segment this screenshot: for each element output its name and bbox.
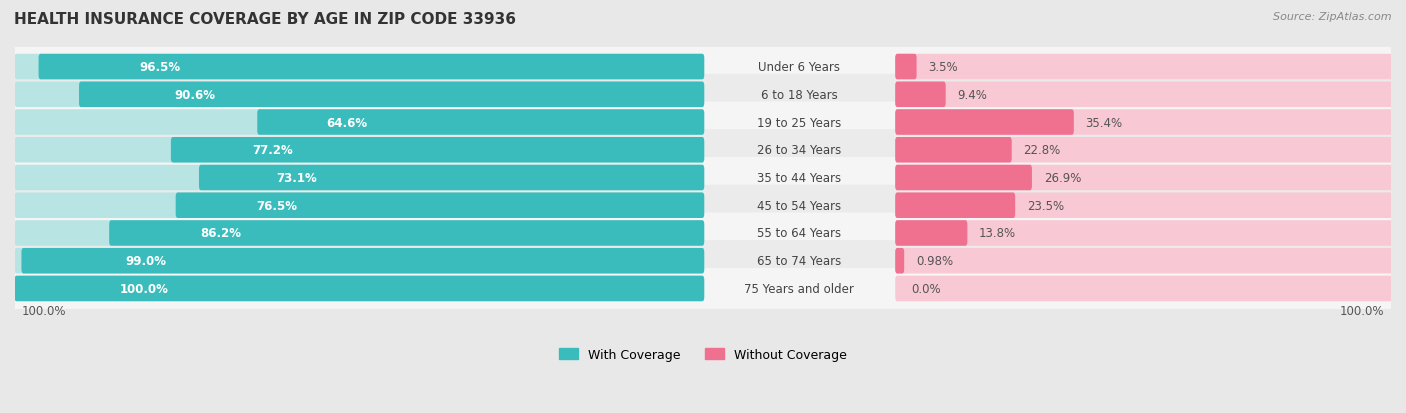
FancyBboxPatch shape	[14, 110, 704, 135]
Text: 100.0%: 100.0%	[22, 304, 66, 317]
Text: 100.0%: 100.0%	[120, 282, 169, 295]
Text: HEALTH INSURANCE COVERAGE BY AGE IN ZIP CODE 33936: HEALTH INSURANCE COVERAGE BY AGE IN ZIP …	[14, 12, 516, 27]
FancyBboxPatch shape	[14, 82, 704, 108]
FancyBboxPatch shape	[896, 138, 1012, 163]
Text: 22.8%: 22.8%	[1024, 144, 1060, 157]
Text: 77.2%: 77.2%	[252, 144, 292, 157]
Text: 90.6%: 90.6%	[174, 88, 215, 102]
Legend: With Coverage, Without Coverage: With Coverage, Without Coverage	[554, 343, 852, 366]
FancyBboxPatch shape	[14, 276, 704, 301]
Text: 0.98%: 0.98%	[915, 254, 953, 268]
FancyBboxPatch shape	[896, 138, 1392, 163]
FancyBboxPatch shape	[896, 221, 1392, 246]
FancyBboxPatch shape	[896, 221, 967, 246]
FancyBboxPatch shape	[896, 165, 1392, 191]
Text: 76.5%: 76.5%	[256, 199, 298, 212]
FancyBboxPatch shape	[79, 82, 704, 108]
FancyBboxPatch shape	[896, 82, 1392, 108]
FancyBboxPatch shape	[14, 248, 704, 274]
Text: 73.1%: 73.1%	[276, 171, 316, 185]
Text: 99.0%: 99.0%	[125, 254, 166, 268]
Text: 6 to 18 Years: 6 to 18 Years	[761, 88, 838, 102]
FancyBboxPatch shape	[11, 268, 1395, 309]
FancyBboxPatch shape	[11, 213, 1395, 254]
Text: 26.9%: 26.9%	[1043, 171, 1081, 185]
FancyBboxPatch shape	[11, 75, 1395, 116]
FancyBboxPatch shape	[14, 138, 704, 163]
FancyBboxPatch shape	[896, 276, 1392, 301]
Text: 64.6%: 64.6%	[326, 116, 367, 129]
Text: Under 6 Years: Under 6 Years	[758, 61, 841, 74]
FancyBboxPatch shape	[14, 276, 704, 301]
Text: 9.4%: 9.4%	[957, 88, 987, 102]
FancyBboxPatch shape	[11, 47, 1395, 88]
Text: 23.5%: 23.5%	[1026, 199, 1064, 212]
FancyBboxPatch shape	[896, 55, 917, 80]
FancyBboxPatch shape	[110, 221, 704, 246]
Text: 86.2%: 86.2%	[200, 227, 240, 240]
FancyBboxPatch shape	[896, 165, 1032, 191]
Text: 100.0%: 100.0%	[1340, 304, 1384, 317]
FancyBboxPatch shape	[896, 248, 904, 274]
Text: 19 to 25 Years: 19 to 25 Years	[758, 116, 841, 129]
FancyBboxPatch shape	[896, 193, 1392, 218]
FancyBboxPatch shape	[176, 193, 704, 218]
FancyBboxPatch shape	[11, 102, 1395, 143]
Text: 45 to 54 Years: 45 to 54 Years	[758, 199, 841, 212]
FancyBboxPatch shape	[172, 138, 704, 163]
Text: Source: ZipAtlas.com: Source: ZipAtlas.com	[1274, 12, 1392, 22]
FancyBboxPatch shape	[11, 130, 1395, 171]
FancyBboxPatch shape	[11, 185, 1395, 226]
FancyBboxPatch shape	[896, 110, 1392, 135]
Text: 35.4%: 35.4%	[1085, 116, 1122, 129]
FancyBboxPatch shape	[21, 248, 704, 274]
Text: 75 Years and older: 75 Years and older	[744, 282, 855, 295]
Text: 0.0%: 0.0%	[911, 282, 941, 295]
Text: 96.5%: 96.5%	[139, 61, 181, 74]
Text: 35 to 44 Years: 35 to 44 Years	[758, 171, 841, 185]
FancyBboxPatch shape	[896, 55, 1392, 80]
FancyBboxPatch shape	[14, 193, 704, 218]
FancyBboxPatch shape	[200, 165, 704, 191]
FancyBboxPatch shape	[257, 110, 704, 135]
FancyBboxPatch shape	[896, 82, 946, 108]
FancyBboxPatch shape	[11, 241, 1395, 282]
FancyBboxPatch shape	[14, 221, 704, 246]
FancyBboxPatch shape	[38, 55, 704, 80]
Text: 26 to 34 Years: 26 to 34 Years	[758, 144, 841, 157]
Text: 13.8%: 13.8%	[979, 227, 1017, 240]
FancyBboxPatch shape	[896, 193, 1015, 218]
FancyBboxPatch shape	[896, 110, 1074, 135]
FancyBboxPatch shape	[11, 158, 1395, 199]
FancyBboxPatch shape	[896, 248, 1392, 274]
FancyBboxPatch shape	[14, 165, 704, 191]
Text: 3.5%: 3.5%	[928, 61, 957, 74]
FancyBboxPatch shape	[14, 55, 704, 80]
Text: 55 to 64 Years: 55 to 64 Years	[758, 227, 841, 240]
Text: 65 to 74 Years: 65 to 74 Years	[758, 254, 841, 268]
